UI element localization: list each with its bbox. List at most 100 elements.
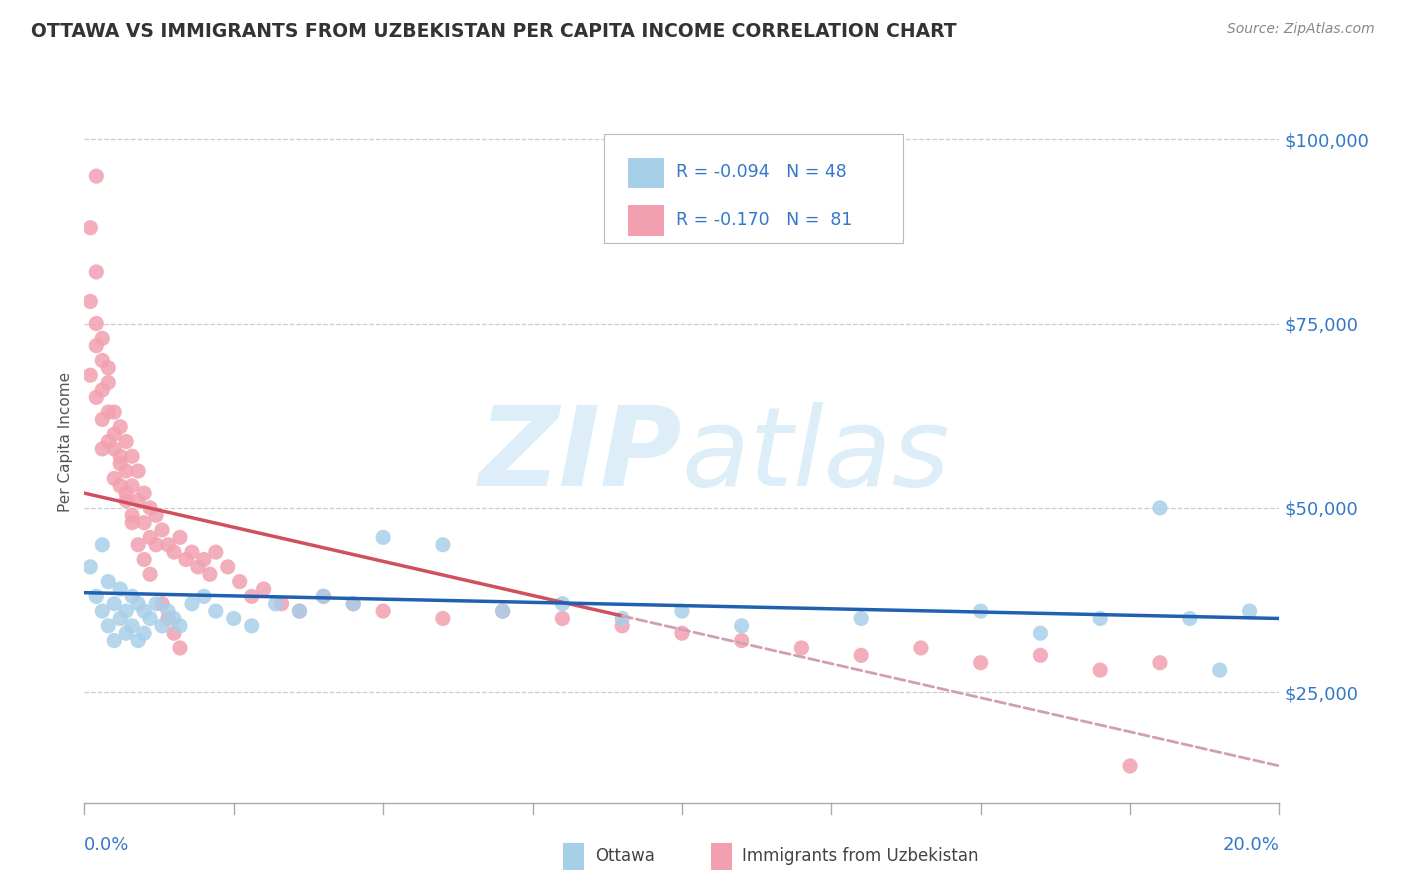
Text: OTTAWA VS IMMIGRANTS FROM UZBEKISTAN PER CAPITA INCOME CORRELATION CHART: OTTAWA VS IMMIGRANTS FROM UZBEKISTAN PER… xyxy=(31,22,956,41)
Point xyxy=(671,604,693,618)
Point xyxy=(163,626,186,640)
Point xyxy=(97,360,120,375)
Point xyxy=(79,368,101,383)
Point xyxy=(115,493,138,508)
Point xyxy=(97,574,120,589)
Point xyxy=(103,633,125,648)
Point xyxy=(492,604,515,618)
Point xyxy=(851,611,873,625)
Point xyxy=(169,640,191,655)
Point xyxy=(91,331,114,345)
Point xyxy=(110,457,132,471)
Point xyxy=(91,604,114,618)
Point xyxy=(115,434,138,449)
Point xyxy=(91,442,114,456)
Point xyxy=(288,604,311,618)
Point xyxy=(228,574,252,589)
Point xyxy=(127,538,149,552)
Point xyxy=(1090,663,1112,677)
FancyBboxPatch shape xyxy=(605,135,903,243)
Text: R = -0.170   N =  81: R = -0.170 N = 81 xyxy=(676,211,852,228)
Point xyxy=(1149,656,1171,670)
Point xyxy=(110,450,132,464)
Point xyxy=(86,317,108,331)
Point xyxy=(132,626,156,640)
Point xyxy=(373,530,395,544)
Point xyxy=(217,560,239,574)
Point xyxy=(86,590,108,604)
Point xyxy=(121,619,143,633)
Point xyxy=(163,611,186,625)
Point xyxy=(264,597,287,611)
Point xyxy=(139,611,162,625)
Point xyxy=(1029,648,1052,663)
Point xyxy=(127,464,149,478)
Point xyxy=(222,611,245,625)
Point xyxy=(103,597,125,611)
Point xyxy=(253,582,276,596)
Point xyxy=(169,530,191,544)
Point xyxy=(1149,500,1171,515)
Point xyxy=(163,545,186,559)
Point xyxy=(150,523,173,537)
Point xyxy=(121,590,143,604)
Point xyxy=(432,611,454,625)
Point xyxy=(157,604,180,618)
Text: 20.0%: 20.0% xyxy=(1223,836,1279,854)
Point xyxy=(157,611,180,625)
Point xyxy=(86,339,108,353)
Point xyxy=(1029,626,1052,640)
Point xyxy=(551,611,574,625)
Point xyxy=(198,567,221,582)
Point xyxy=(121,508,143,523)
Point xyxy=(139,567,162,582)
Text: Source: ZipAtlas.com: Source: ZipAtlas.com xyxy=(1227,22,1375,37)
Point xyxy=(174,552,197,566)
Point xyxy=(432,538,454,552)
Point xyxy=(145,597,167,611)
Point xyxy=(139,500,162,515)
Point xyxy=(110,419,132,434)
Point xyxy=(79,220,101,235)
Point xyxy=(731,633,754,648)
Text: R = -0.094   N = 48: R = -0.094 N = 48 xyxy=(676,163,846,181)
Point xyxy=(110,479,132,493)
Point xyxy=(205,604,228,618)
Point xyxy=(121,479,143,493)
Point xyxy=(342,597,364,611)
Point xyxy=(193,552,215,566)
Point xyxy=(97,619,120,633)
Point xyxy=(288,604,311,618)
Point xyxy=(86,265,108,279)
Point xyxy=(270,597,292,611)
Point xyxy=(240,590,263,604)
Text: Immigrants from Uzbekistan: Immigrants from Uzbekistan xyxy=(742,847,979,865)
Point xyxy=(103,442,125,456)
Point xyxy=(731,619,754,633)
Point xyxy=(132,604,156,618)
Point xyxy=(150,597,173,611)
Point xyxy=(139,530,162,544)
Point xyxy=(79,294,101,309)
Point xyxy=(342,597,364,611)
Point xyxy=(1119,759,1142,773)
Point xyxy=(110,582,132,596)
Point xyxy=(150,619,173,633)
Point xyxy=(671,626,693,640)
Point xyxy=(851,648,873,663)
Point xyxy=(1178,611,1201,625)
Point xyxy=(373,604,395,618)
Text: 0.0%: 0.0% xyxy=(84,836,129,854)
Text: ZIP: ZIP xyxy=(478,402,682,509)
Point xyxy=(145,508,167,523)
Point xyxy=(91,538,114,552)
Point xyxy=(970,604,993,618)
Text: atlas: atlas xyxy=(682,402,950,509)
Point xyxy=(103,471,125,485)
Point xyxy=(103,405,125,419)
Point xyxy=(121,516,143,530)
Point xyxy=(551,597,574,611)
Point xyxy=(910,640,932,655)
Point xyxy=(312,590,335,604)
Point xyxy=(91,383,114,397)
